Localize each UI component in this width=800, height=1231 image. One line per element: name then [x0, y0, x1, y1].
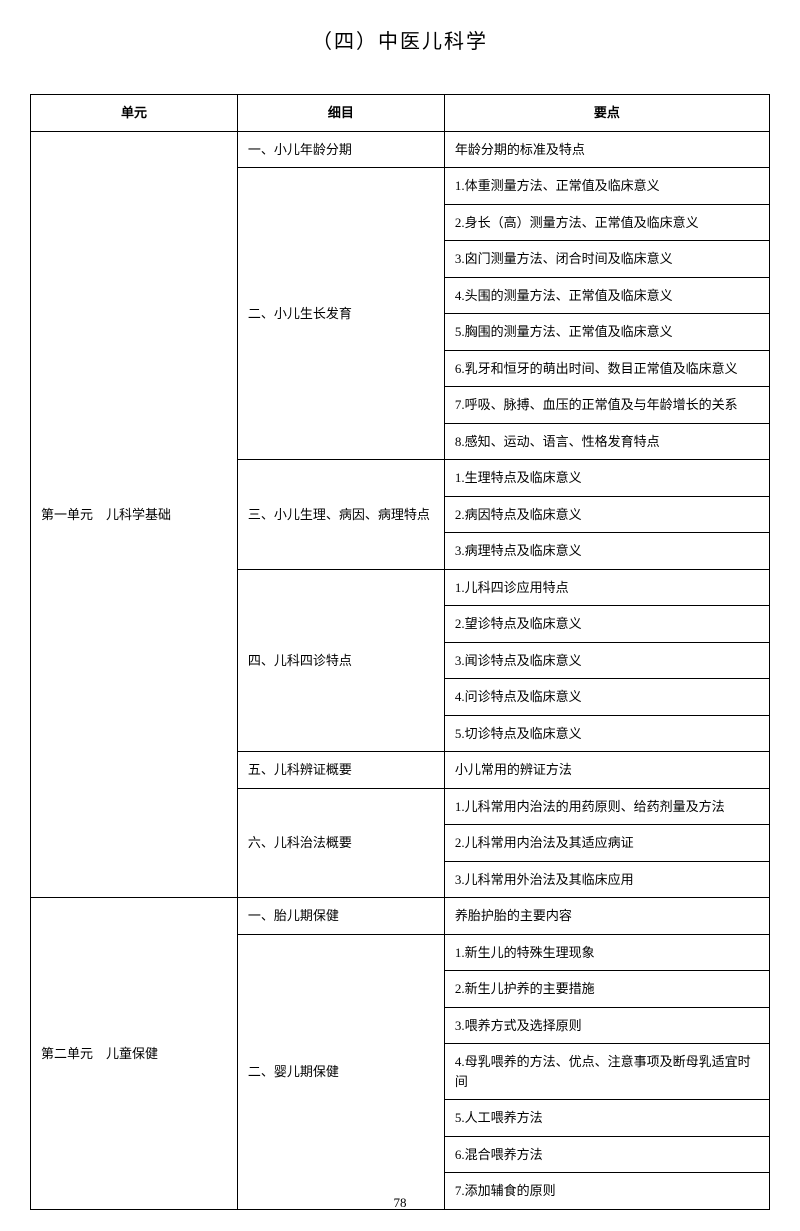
point-cell: 2.儿科常用内治法及其适应病证 [444, 825, 769, 862]
point-cell: 3.儿科常用外治法及其临床应用 [444, 861, 769, 898]
detail-cell: 四、儿科四诊特点 [237, 569, 444, 752]
point-cell: 2.望诊特点及临床意义 [444, 606, 769, 643]
point-cell: 1.生理特点及临床意义 [444, 460, 769, 497]
detail-cell: 六、儿科治法概要 [237, 788, 444, 898]
page-title: （四）中医儿科学 [30, 25, 770, 54]
point-cell: 小儿常用的辨证方法 [444, 752, 769, 789]
point-cell: 3.闻诊特点及临床意义 [444, 642, 769, 679]
point-cell: 3.囟门测量方法、闭合时间及临床意义 [444, 241, 769, 278]
point-cell: 7.添加辅食的原则 [444, 1173, 769, 1210]
point-cell: 年龄分期的标准及特点 [444, 131, 769, 168]
point-cell: 3.喂养方式及选择原则 [444, 1007, 769, 1044]
point-cell: 4.头围的测量方法、正常值及临床意义 [444, 277, 769, 314]
header-detail: 细目 [237, 95, 444, 132]
point-cell: 1.儿科常用内治法的用药原则、给药剂量及方法 [444, 788, 769, 825]
point-cell: 5.胸围的测量方法、正常值及临床意义 [444, 314, 769, 351]
page-number: 78 [394, 1195, 407, 1211]
point-cell: 5.人工喂养方法 [444, 1100, 769, 1137]
unit-cell: 第一单元 儿科学基础 [31, 131, 238, 898]
point-cell: 4.问诊特点及临床意义 [444, 679, 769, 716]
point-cell: 3.病理特点及临床意义 [444, 533, 769, 570]
point-cell: 7.呼吸、脉搏、血压的正常值及与年龄增长的关系 [444, 387, 769, 424]
detail-cell: 二、婴儿期保健 [237, 934, 444, 1209]
table-body: 第一单元 儿科学基础一、小儿年龄分期年龄分期的标准及特点二、小儿生长发育1.体重… [31, 131, 770, 1209]
point-cell: 1.体重测量方法、正常值及临床意义 [444, 168, 769, 205]
point-cell: 6.乳牙和恒牙的萌出时间、数目正常值及临床意义 [444, 350, 769, 387]
detail-cell: 三、小儿生理、病因、病理特点 [237, 460, 444, 570]
detail-cell: 一、小儿年龄分期 [237, 131, 444, 168]
point-cell: 2.新生儿护养的主要措施 [444, 971, 769, 1008]
point-cell: 5.切诊特点及临床意义 [444, 715, 769, 752]
point-cell: 1.儿科四诊应用特点 [444, 569, 769, 606]
table-header-row: 单元 细目 要点 [31, 95, 770, 132]
content-table: 单元 细目 要点 第一单元 儿科学基础一、小儿年龄分期年龄分期的标准及特点二、小… [30, 94, 770, 1210]
header-point: 要点 [444, 95, 769, 132]
detail-cell: 五、儿科辨证概要 [237, 752, 444, 789]
point-cell: 8.感知、运动、语言、性格发育特点 [444, 423, 769, 460]
point-cell: 1.新生儿的特殊生理现象 [444, 934, 769, 971]
point-cell: 2.身长（高）测量方法、正常值及临床意义 [444, 204, 769, 241]
point-cell: 4.母乳喂养的方法、优点、注意事项及断母乳适宜时间 [444, 1044, 769, 1100]
detail-cell: 二、小儿生长发育 [237, 168, 444, 460]
header-unit: 单元 [31, 95, 238, 132]
point-cell: 6.混合喂养方法 [444, 1136, 769, 1173]
table-row: 第一单元 儿科学基础一、小儿年龄分期年龄分期的标准及特点 [31, 131, 770, 168]
point-cell: 养胎护胎的主要内容 [444, 898, 769, 935]
unit-cell: 第二单元 儿童保健 [31, 898, 238, 1210]
detail-cell: 一、胎儿期保健 [237, 898, 444, 935]
table-row: 第二单元 儿童保健一、胎儿期保健养胎护胎的主要内容 [31, 898, 770, 935]
point-cell: 2.病因特点及临床意义 [444, 496, 769, 533]
